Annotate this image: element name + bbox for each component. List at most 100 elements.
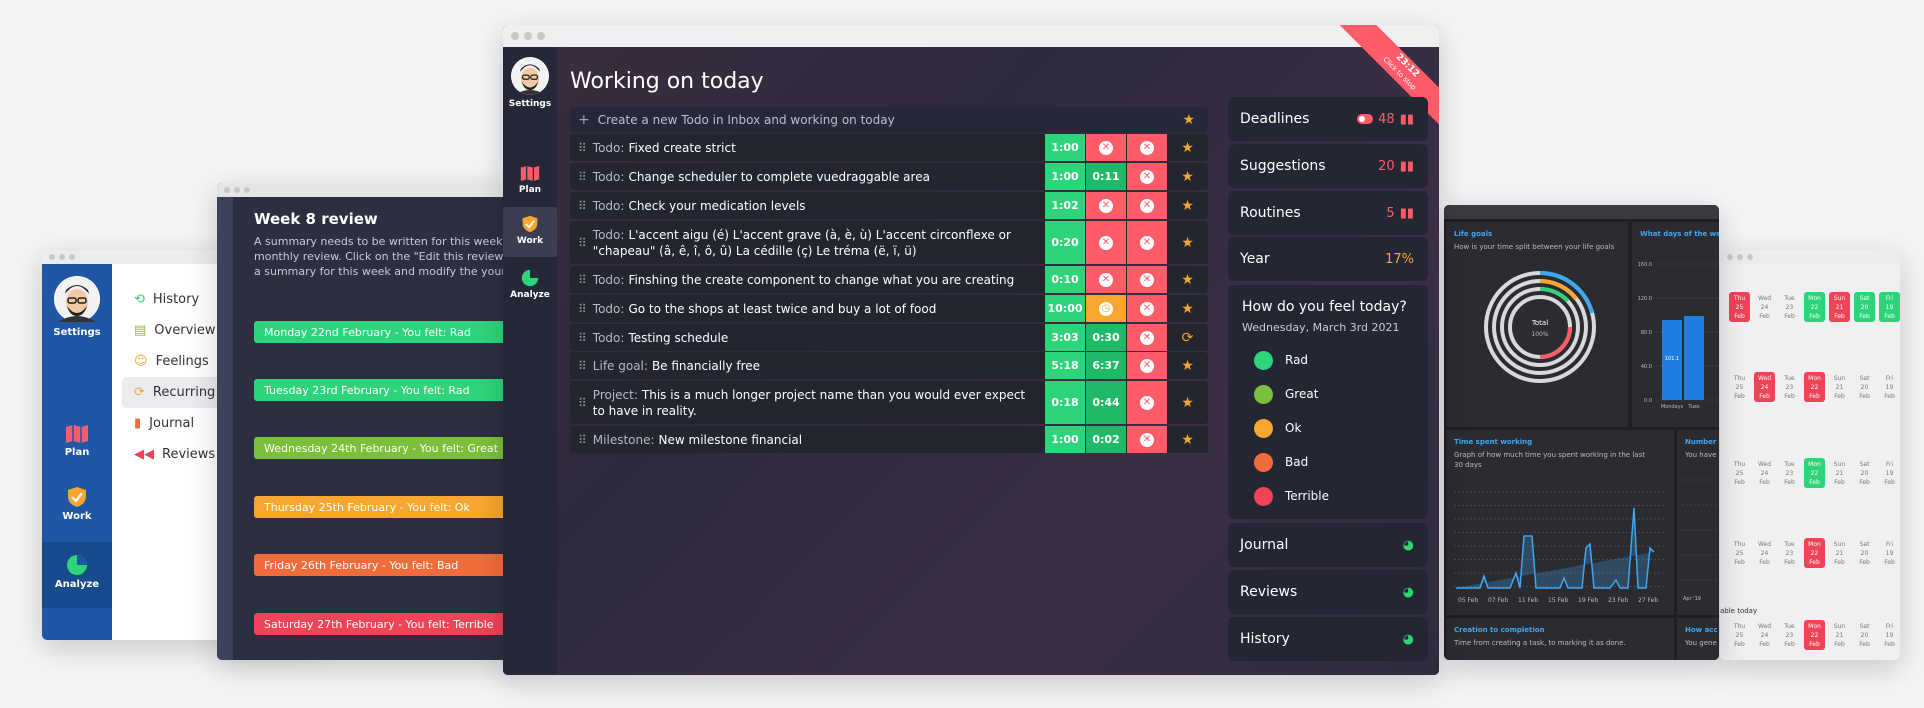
star-icon[interactable]: ★ <box>1181 431 1194 448</box>
calendar-day-tile[interactable]: Mon 22 Feb <box>1804 620 1825 650</box>
calendar-day-tile[interactable]: Tue 23 Feb <box>1779 372 1800 402</box>
calendar-day-tile[interactable]: Thu 25 Feb <box>1729 538 1750 568</box>
todo-spent[interactable]: ✕ <box>1085 266 1126 293</box>
todo-text[interactable]: ⠿ Milestone: New milestone financial <box>570 426 1044 453</box>
todo-text[interactable]: ⠿ Todo: Finshing the create component to … <box>570 266 1044 293</box>
calendar-day-tile[interactable]: Mon 22 Feb <box>1804 292 1825 322</box>
todo-spent[interactable]: 0:02 <box>1085 426 1126 453</box>
todo-text[interactable]: ⠿ Todo: Check your medication levels <box>570 192 1044 219</box>
calendar-day-tile[interactable]: Tue 23 Feb <box>1779 620 1800 650</box>
calendar-day-tile[interactable]: Mon 22 Feb <box>1804 538 1825 568</box>
nav-plan[interactable]: Plan <box>42 424 112 458</box>
drag-handle-icon[interactable]: ⠿ <box>578 140 587 155</box>
calendar-day-tile[interactable]: Sat 20 Feb <box>1854 620 1875 650</box>
feel-option-bad[interactable]: Bad <box>1228 445 1428 479</box>
routines-card[interactable]: Routines 5 ▮▮ <box>1228 191 1428 235</box>
toggle-icon[interactable] <box>1357 114 1374 124</box>
star-icon[interactable]: ★ <box>1181 234 1194 251</box>
todo-estimate[interactable]: 3:03 <box>1044 324 1085 351</box>
calendar-day-tile[interactable]: Thu 25 Feb <box>1729 372 1750 402</box>
todo-spent[interactable]: 0:11 <box>1085 163 1126 190</box>
year-card[interactable]: Year 17% <box>1228 237 1428 281</box>
todo-remove-button[interactable]: ✕ <box>1126 266 1167 293</box>
todo-remove-button[interactable]: ✕ <box>1126 426 1167 453</box>
journal-card[interactable]: Journal ◕ <box>1228 523 1428 567</box>
new-todo-bar[interactable]: + Create a new Todo in Inbox and working… <box>570 107 1208 133</box>
todo-row[interactable]: ⠿ Todo: Finshing the create component to … <box>570 266 1208 293</box>
drag-handle-icon[interactable]: ⠿ <box>578 432 587 447</box>
feel-option-terrible[interactable]: Terrible <box>1228 479 1428 513</box>
star-icon[interactable]: ★ <box>1181 139 1194 156</box>
reviews-card[interactable]: Reviews ◕ <box>1228 570 1428 614</box>
todo-spent[interactable]: ✕ <box>1085 192 1126 219</box>
todo-row[interactable]: ⠿ Todo: Check your medication levels 1:02… <box>570 192 1208 219</box>
drag-handle-icon[interactable]: ⠿ <box>578 198 587 213</box>
calendar-day-tile[interactable]: Sat 20 Feb <box>1854 458 1875 488</box>
todo-text[interactable]: ⠿ Project: This is a much longer project … <box>570 381 1044 424</box>
todo-estimate[interactable]: 0:10 <box>1044 266 1085 293</box>
todo-estimate[interactable]: 5:18 <box>1044 352 1085 379</box>
calendar-day-tile[interactable]: Thu 25 Feb <box>1729 458 1750 488</box>
todo-text[interactable]: ⠿ Todo: Go to the shops at least twice an… <box>570 295 1044 322</box>
todo-row[interactable]: ⠿ Todo: Go to the shops at least twice an… <box>570 295 1208 322</box>
todo-row[interactable]: ⠿ Life goal: Be financially free 5:18 6:3… <box>570 352 1208 379</box>
todo-row[interactable]: ⠿ Project: This is a much longer project … <box>570 381 1208 424</box>
todo-spent[interactable]: 0:44 <box>1085 381 1126 424</box>
day-feeling-bar[interactable]: Tuesday 23rd February - You felt: Rad <box>254 379 517 401</box>
todo-remove-button[interactable]: ✕ <box>1126 192 1167 219</box>
todo-spent[interactable]: ◷ <box>1085 295 1126 322</box>
todo-text[interactable]: ⠿ Todo: Fixed create strict <box>570 134 1044 161</box>
todo-remove-button[interactable]: ✕ <box>1126 324 1167 351</box>
nav-work[interactable]: Work <box>503 207 557 257</box>
star-icon[interactable]: ★ <box>1181 197 1194 214</box>
todo-estimate[interactable]: 0:20 <box>1044 221 1085 264</box>
todo-row[interactable]: ⠿ Todo: Change scheduler to complete vued… <box>570 163 1208 190</box>
todo-remove-button[interactable]: ✕ <box>1126 134 1167 161</box>
calendar-day-tile[interactable]: Wed 24 Feb <box>1754 620 1775 650</box>
todo-spent[interactable]: 0:30 <box>1085 324 1126 351</box>
star-icon[interactable]: ★ <box>1181 357 1194 374</box>
calendar-day-tile[interactable]: Mon 22 Feb <box>1804 458 1825 488</box>
todo-row[interactable]: ⠿ Todo: Testing schedule 3:03 0:30 ✕ ⟳ <box>570 324 1208 351</box>
calendar-day-tile[interactable]: Tue 23 Feb <box>1779 458 1800 488</box>
todo-remove-button[interactable]: ✕ <box>1126 163 1167 190</box>
calendar-day-tile[interactable]: Thu 25 Feb <box>1729 620 1750 650</box>
calendar-day-tile[interactable]: Sun 21 Feb <box>1829 458 1850 488</box>
nav-plan[interactable]: Plan <box>503 165 557 195</box>
drag-handle-icon[interactable]: ⠿ <box>578 272 587 287</box>
drag-handle-icon[interactable]: ⠿ <box>578 235 587 250</box>
calendar-day-tile[interactable]: Fri 19 Feb <box>1879 372 1900 402</box>
menu-reviews[interactable]: ◀◀ Reviews <box>122 439 302 470</box>
todo-spent[interactable]: ✕ <box>1085 134 1126 161</box>
drag-handle-icon[interactable]: ⠿ <box>578 395 587 410</box>
calendar-day-tile[interactable]: Sat 20 Feb <box>1854 292 1875 322</box>
menu-feelings[interactable]: ☺ Feelings <box>122 346 302 377</box>
nav-work[interactable]: Work <box>42 486 112 522</box>
drag-handle-icon[interactable]: ⠿ <box>578 301 587 316</box>
calendar-day-tile[interactable]: Fri 19 Feb <box>1879 458 1900 488</box>
calendar-day-tile[interactable]: Wed 24 Feb <box>1754 458 1775 488</box>
todo-text[interactable]: ⠿ Life goal: Be financially free <box>570 352 1044 379</box>
calendar-day-tile[interactable]: Tue 23 Feb <box>1779 538 1800 568</box>
todo-estimate[interactable]: 1:00 <box>1044 426 1085 453</box>
calendar-day-tile[interactable]: Sun 21 Feb <box>1829 372 1850 402</box>
calendar-day-tile[interactable]: Sun 21 Feb <box>1829 292 1850 322</box>
todo-text[interactable]: ⠿ Todo: L'accent aigu (é) L'accent grave … <box>570 221 1044 264</box>
calendar-day-tile[interactable]: Sun 21 Feb <box>1829 538 1850 568</box>
calendar-day-tile[interactable]: Wed 24 Feb <box>1754 372 1775 402</box>
day-feeling-bar[interactable]: Friday 26th February - You felt: Bad <box>254 554 517 576</box>
drag-handle-icon[interactable]: ⠿ <box>578 330 587 345</box>
todo-estimate[interactable]: 1:00 <box>1044 163 1085 190</box>
history-card[interactable]: History ◕ <box>1228 617 1428 661</box>
calendar-day-tile[interactable]: Thu 25 Feb <box>1729 292 1750 322</box>
star-icon[interactable]: ★ <box>1181 168 1194 185</box>
todo-text[interactable]: ⠿ Todo: Testing schedule <box>570 324 1044 351</box>
todo-remove-button[interactable]: ✕ <box>1126 295 1167 322</box>
todo-row[interactable]: ⠿ Todo: Fixed create strict 1:00 ✕ ✕ ★ <box>570 134 1208 161</box>
avatar[interactable] <box>511 57 549 95</box>
feel-option-ok[interactable]: Ok <box>1228 411 1428 445</box>
todo-estimate[interactable]: 0:18 <box>1044 381 1085 424</box>
calendar-day-tile[interactable]: Fri 19 Feb <box>1879 538 1900 568</box>
calendar-day-tile[interactable]: Fri 19 Feb <box>1879 292 1900 322</box>
calendar-day-tile[interactable]: Wed 24 Feb <box>1754 538 1775 568</box>
